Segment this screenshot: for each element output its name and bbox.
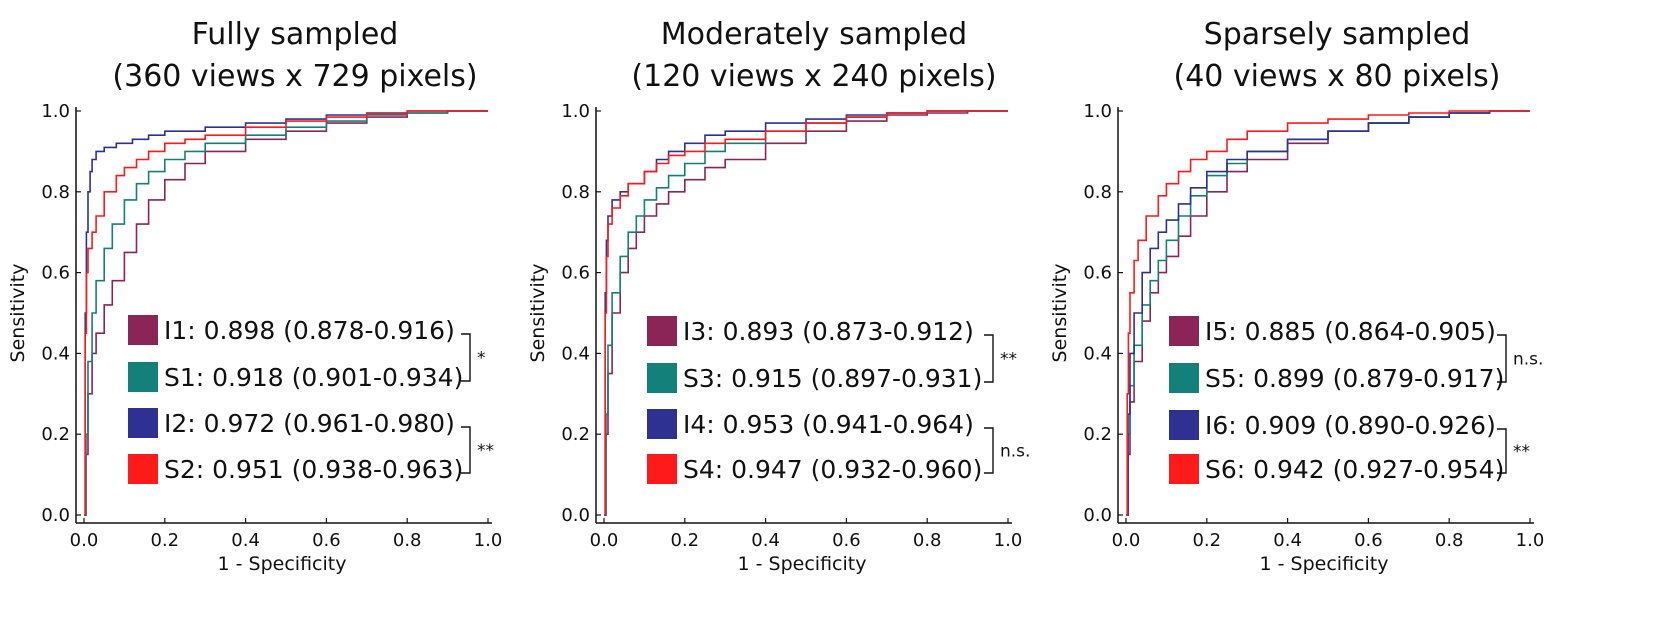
y-tick-label: 0.2 (561, 424, 590, 445)
legend-swatch (128, 454, 158, 484)
significance-label: ** (1000, 350, 1017, 370)
legend-label: S5: 0.899 (0.879-0.917) (1205, 364, 1504, 393)
significance-bracket (984, 427, 994, 474)
significance-label: * (477, 349, 486, 369)
significance-bracket (461, 333, 471, 382)
x-tick-label: 1.0 (994, 530, 1023, 551)
legend-label: S2: 0.951 (0.938-0.963) (164, 455, 463, 484)
x-axis-label: 1 - Specificity (218, 553, 347, 575)
y-tick-label: 0.4 (561, 343, 590, 364)
x-tick-label: 0.6 (1354, 530, 1383, 551)
legend-label: S3: 0.915 (0.897-0.931) (683, 364, 982, 393)
y-tick-label: 1.0 (1083, 101, 1112, 122)
y-tick-label: 0.8 (1083, 182, 1112, 203)
y-tick-label: 0.4 (1083, 343, 1112, 364)
legend-swatch (647, 363, 677, 393)
significance-bracket (461, 426, 471, 474)
y-tick-label: 0.0 (1083, 505, 1112, 526)
roc-curve-S2 (84, 110, 488, 516)
roc-chart-moderately-sampled: 0.0 0.2 0.4 0.6 0.8 1.0 0.0 0.2 0.4 0.6 0.8 1.0 1 - … (527, 101, 1030, 575)
x-tick-label: 0.2 (670, 530, 699, 551)
significance-bracket (1497, 334, 1507, 383)
y-axis-label: Sensitivity (1049, 264, 1071, 363)
legend-label: I3: 0.893 (0.873-0.912) (683, 317, 974, 346)
y-axis-label: Sensitivity (7, 264, 29, 363)
legend-label: S1: 0.918 (0.901-0.934) (164, 363, 463, 392)
roc-curve-S6 (1126, 110, 1530, 516)
x-tick-label: 0.4 (231, 530, 260, 551)
y-tick-label: 0.0 (41, 505, 70, 526)
legend-label: I1: 0.898 (0.878-0.916) (164, 316, 455, 345)
roc-curve-S1 (84, 110, 488, 516)
y-tick-label: 0.2 (41, 424, 70, 445)
legend-label: I4: 0.953 (0.941-0.964) (683, 410, 974, 439)
x-tick-label: 0.4 (751, 530, 780, 551)
roc-curve-I4 (604, 110, 1008, 516)
x-tick-label: 0.0 (590, 530, 619, 551)
legend-label: I5: 0.885 (0.864-0.905) (1205, 317, 1496, 346)
panel-2-title: Moderately sampled (120 views x 240 pixe… (594, 14, 1034, 98)
legend-swatch (647, 454, 677, 484)
roc-chart-sparsely-sampled: 0.0 0.2 0.4 0.6 0.8 1.0 0.0 0.2 0.4 0.6 0.8 1.0 1 - … (1049, 101, 1545, 575)
legend-label: S6: 0.942 (0.927-0.954) (1205, 455, 1504, 484)
x-axis-label: 1 - Specificity (738, 553, 867, 575)
y-tick-label: 0.8 (561, 182, 590, 203)
legend-label: I2: 0.972 (0.961-0.980) (164, 409, 455, 438)
legend-swatch (1169, 316, 1199, 346)
panel-1-title: Fully sampled (360 views x 729 pixels) (75, 14, 515, 98)
legend-swatch (1169, 410, 1199, 440)
legend-swatch (647, 409, 677, 439)
legend-swatch (1169, 363, 1199, 393)
legend-swatch (128, 408, 158, 438)
y-tick-label: 0.6 (1083, 263, 1112, 284)
x-tick-label: 0.8 (1435, 530, 1464, 551)
y-tick-label: 0.0 (561, 505, 590, 526)
y-tick-label: 0.8 (41, 182, 70, 203)
x-tick-label: 0.6 (832, 530, 861, 551)
significance-label: ** (1513, 442, 1530, 462)
significance-bracket (1497, 428, 1507, 474)
panel-3-title: Sparsely sampled (40 views x 80 pixels) (1117, 14, 1557, 98)
y-axis-label: Sensitivity (527, 264, 549, 363)
panel-2-title-line1: Moderately sampled (660, 17, 968, 52)
panel-3-title-line2: (40 views x 80 pixels) (1173, 59, 1501, 94)
x-tick-label: 0.4 (1273, 530, 1302, 551)
panel-2-title-line2: (120 views x 240 pixels) (631, 59, 997, 94)
x-tick-label: 0.0 (70, 530, 99, 551)
roc-curve-I3 (604, 110, 1008, 516)
x-axis-label: 1 - Specificity (1260, 553, 1389, 575)
legend-label: I6: 0.909 (0.890-0.926) (1205, 411, 1496, 440)
legend-swatch (128, 315, 158, 345)
legend-label: S4: 0.947 (0.932-0.960) (683, 455, 982, 484)
x-tick-label: 0.8 (913, 530, 942, 551)
y-tick-label: 0.2 (1083, 424, 1112, 445)
x-tick-label: 0.2 (150, 530, 179, 551)
legend-swatch (128, 362, 158, 392)
roc-curve-I2 (84, 110, 488, 516)
legend-swatch (1169, 454, 1199, 484)
y-tick-label: 0.6 (41, 263, 70, 284)
significance-label: ** (477, 441, 494, 461)
panel-1-title-line2: (360 views x 729 pixels) (112, 59, 478, 94)
x-tick-label: 1.0 (474, 530, 503, 551)
y-tick-label: 0.6 (561, 263, 590, 284)
panel-3-title-line1: Sparsely sampled (1203, 17, 1471, 52)
x-tick-label: 0.8 (393, 530, 422, 551)
roc-curve-I6 (1126, 110, 1530, 516)
x-tick-label: 0.6 (312, 530, 341, 551)
y-tick-label: 0.4 (41, 343, 70, 364)
x-tick-label: 0.2 (1192, 530, 1221, 551)
roc-chart-fully-sampled: 0.0 0.2 0.4 0.6 0.8 1.0 0.0 0.2 0.4 0.6 0.8 1.0 1 - … (7, 101, 503, 575)
x-tick-label: 0.0 (1112, 530, 1141, 551)
panel-1-title-line1: Fully sampled (191, 17, 399, 52)
roc-curve-S4 (604, 110, 1008, 516)
significance-label: n.s. (1000, 442, 1030, 462)
y-tick-label: 1.0 (41, 101, 70, 122)
significance-label: n.s. (1513, 350, 1543, 370)
significance-bracket (984, 334, 994, 383)
y-tick-label: 1.0 (561, 101, 590, 122)
legend-swatch (647, 316, 677, 346)
x-tick-label: 1.0 (1516, 530, 1545, 551)
